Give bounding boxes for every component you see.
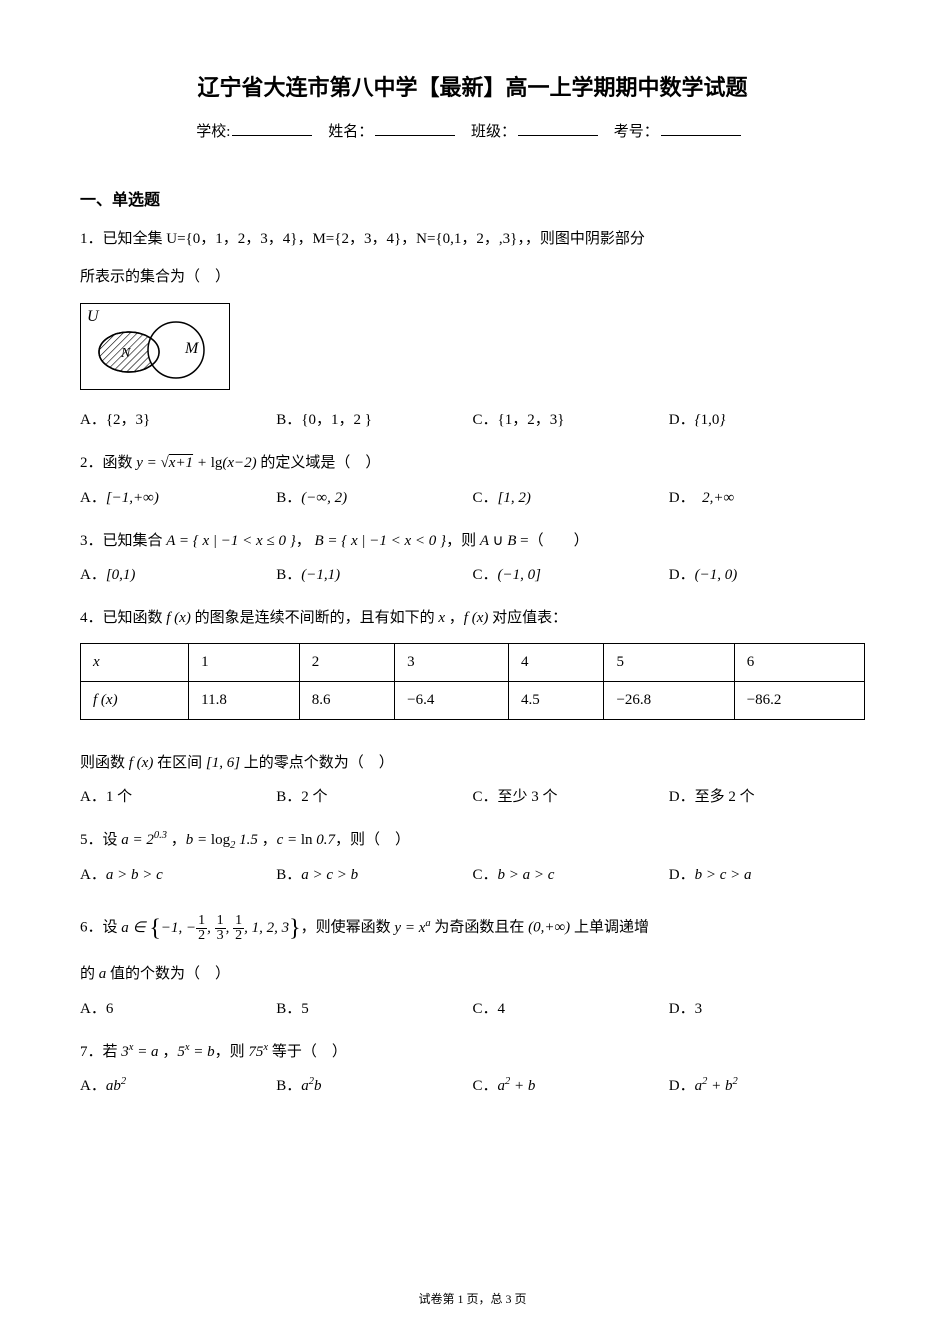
q6-opt-a: A．6 (80, 997, 276, 1021)
td-1: 11.8 (189, 681, 300, 719)
td-fx: f (x) (81, 681, 189, 719)
q1-opt-d: D．{1,0} (669, 408, 865, 432)
q4-table: x 1 2 3 4 5 6 f (x) 11.8 8.6 −6.4 4.5 −2… (80, 643, 865, 720)
q6-stem: 6．设 a ∈ {−1, −12, 13, 12, 1, 2, 3}，则使幂函数… (80, 903, 865, 953)
venn-m-label: M (185, 340, 198, 358)
school-label: 学校: (196, 124, 230, 140)
q7-opt-b: B．a2b (276, 1074, 472, 1098)
q3-options: A．[0,1) B．(−1,1) C．(−1, 0] D．(−1, 0) (80, 563, 865, 587)
q4-opt-b: B．2 个 (276, 785, 472, 809)
school-blank (232, 121, 312, 136)
td-3: −6.4 (395, 681, 509, 719)
q5-stem: 5．设 a = 20.3 ，b = log2 1.5 ，c = ln 0.7，则… (80, 825, 865, 857)
q5-opt-c: C．b > a > c (473, 863, 669, 887)
info-line: 学校: 姓名： 班级： 考号： (80, 120, 865, 141)
q2-opt-b: B．(−∞, 2) (276, 486, 472, 510)
q1-opt-c: C．{1，2，3} (473, 408, 669, 432)
examno-label: 考号： (614, 124, 659, 140)
q4-stem: 4．已知函数 f (x) 的图象是连续不间断的，且有如下的 x ，f (x) 对… (80, 603, 865, 635)
q5-opt-b: B．a > c > b (276, 863, 472, 887)
q4-opt-d: D．至多 2 个 (669, 785, 865, 809)
q6-options: A．6 B．5 C．4 D．3 (80, 997, 865, 1021)
q7-opt-c: C．a2 + b (473, 1074, 669, 1098)
q1-opt-a: A．{2，3} (80, 408, 276, 432)
q5-opt-a: A．a > b > c (80, 863, 276, 887)
td-6: −86.2 (734, 681, 864, 719)
q2-stem-end: 的定义域是（ ） (257, 455, 381, 471)
q3-opt-a: A．[0,1) (80, 563, 276, 587)
q6-stem2: 的 a 值的个数为（ ） (80, 959, 865, 991)
th-3: 3 (395, 643, 509, 681)
th-2: 2 (299, 643, 394, 681)
q7-stem: 7．若 3x = a ，5x = b，则 75x 等于（ ） (80, 1037, 865, 1069)
q5-opt-d: D．b > c > a (669, 863, 865, 887)
q2-options: A．[−1,+∞) B．(−∞, 2) C．[1, 2) D． 2,+∞ (80, 486, 865, 510)
q3-opt-d: D．(−1, 0) (669, 563, 865, 587)
class-label: 班级： (471, 124, 516, 140)
table-row: x 1 2 3 4 5 6 (81, 643, 865, 681)
section-heading: 一、单选题 (80, 186, 865, 210)
q6-opt-b: B．5 (276, 997, 472, 1021)
q3-opt-c: C．(−1, 0] (473, 563, 669, 587)
class-blank (518, 121, 598, 136)
q6-opt-c: C．4 (473, 997, 669, 1021)
q2-stem: 2．函数 y = √x+1 + lg(x−2) 的定义域是（ ） (80, 448, 865, 480)
td-2: 8.6 (299, 681, 394, 719)
venn-diagram: U N M (80, 303, 230, 390)
q3-stem: 3．已知集合 A = { x | −1 < x ≤ 0 }， B = { x |… (80, 526, 865, 558)
q4-opt-a: A．1 个 (80, 785, 276, 809)
td-5: −26.8 (604, 681, 734, 719)
name-blank (375, 121, 455, 136)
q3-opt-b: B．(−1,1) (276, 563, 472, 587)
examno-blank (661, 121, 741, 136)
q7-options: A．ab2 B．a2b C．a2 + b D．a2 + b2 (80, 1074, 865, 1098)
q5-options: A．a > b > c B．a > c > b C．b > a > c D．b … (80, 863, 865, 887)
q1-options: A．{2，3} B．{0，1，2 } C．{1，2，3} D．{1,0} (80, 408, 865, 432)
q6-opt-d: D．3 (669, 997, 865, 1021)
page-footer: 试卷第 1 页，总 3 页 (0, 1290, 945, 1307)
td-4: 4.5 (509, 681, 604, 719)
q1-stem-a: 1．已知全集 U={0，1，2，3，4}，M={2，3，4}，N={0,1，2，… (80, 224, 865, 256)
th-x: x (81, 643, 189, 681)
q1-stem-b: 所表示的集合为（ ） (80, 262, 865, 294)
q4-opt-c: C．至少 3 个 (473, 785, 669, 809)
venn-n-label: N (121, 346, 130, 362)
th-6: 6 (734, 643, 864, 681)
q2-stem-pre: 2．函数 (80, 455, 136, 471)
q1-opt-b: B．{0，1，2 } (276, 408, 472, 432)
page-title: 辽宁省大连市第八中学【最新】高一上学期期中数学试题 (80, 70, 865, 102)
q4-stem2: 则函数 f (x) 在区间 [1, 6] 上的零点个数为（ ） (80, 748, 865, 780)
name-label: 姓名： (328, 124, 373, 140)
venn-svg (81, 304, 229, 389)
q2-opt-a: A．[−1,+∞) (80, 486, 276, 510)
q7-opt-d: D．a2 + b2 (669, 1074, 865, 1098)
q2-opt-d: D． 2,+∞ (669, 486, 865, 510)
q4-options: A．1 个 B．2 个 C．至少 3 个 D．至多 2 个 (80, 785, 865, 809)
th-5: 5 (604, 643, 734, 681)
table-row: f (x) 11.8 8.6 −6.4 4.5 −26.8 −86.2 (81, 681, 865, 719)
q2-opt-c: C．[1, 2) (473, 486, 669, 510)
th-1: 1 (189, 643, 300, 681)
q7-opt-a: A．ab2 (80, 1074, 276, 1098)
th-4: 4 (509, 643, 604, 681)
